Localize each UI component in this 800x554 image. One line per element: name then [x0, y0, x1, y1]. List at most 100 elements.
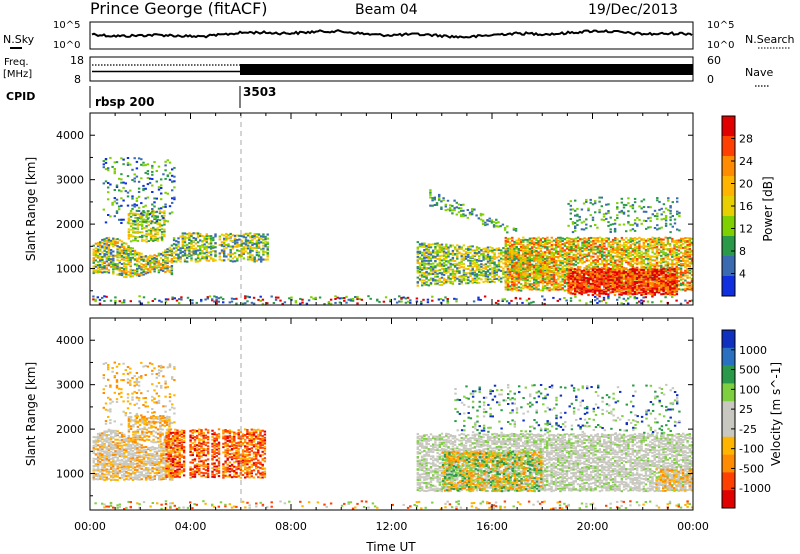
- echo-cell: [146, 261, 150, 264]
- echo-cell: [519, 273, 523, 276]
- echo-cell: [607, 295, 610, 298]
- echo-cell: [423, 249, 426, 251]
- echo-cell: [647, 286, 650, 289]
- echo-cell: [434, 266, 437, 269]
- echo-cell: [690, 285, 693, 288]
- echo-cell: [491, 279, 494, 282]
- echo-cell: [447, 278, 450, 280]
- echo-cell: [131, 204, 134, 207]
- nave-filled-block: [240, 64, 693, 75]
- echo-cell: [495, 248, 498, 251]
- echo-cell: [591, 275, 595, 278]
- echo-cell: [462, 269, 466, 272]
- echo-cell: [404, 297, 408, 300]
- echo-cell: [183, 254, 187, 257]
- echo-cell: [107, 191, 110, 194]
- echo-cell: [633, 274, 637, 277]
- echo-cell: [134, 227, 137, 230]
- echo-cell: [499, 225, 502, 228]
- echo-cell: [581, 261, 584, 264]
- echo-cell: [530, 237, 534, 240]
- echo-cell: [593, 290, 597, 293]
- echo-cell: [519, 283, 523, 285]
- echo-cell: [140, 268, 143, 271]
- echo-cell: [664, 283, 668, 286]
- echo-cell: [506, 247, 510, 250]
- echo-cell: [541, 287, 545, 290]
- echo-cell: [199, 249, 202, 252]
- echo-cell: [513, 248, 516, 251]
- echo-cell: [338, 297, 342, 300]
- echo-cell: [513, 247, 516, 250]
- echo-cell: [418, 266, 422, 269]
- echo-cell: [136, 236, 139, 239]
- echo-cell: [686, 240, 689, 243]
- echo-cell: [629, 252, 632, 255]
- echo-cell: [129, 273, 132, 276]
- echo-cell: [124, 182, 127, 185]
- echo-cell: [489, 262, 492, 265]
- echo-cell: [449, 280, 452, 283]
- echo-cell: [618, 289, 621, 292]
- echo-cell: [580, 293, 583, 296]
- echo-cell: [248, 296, 251, 299]
- echo-cell: [682, 246, 685, 249]
- echo-cell: [644, 271, 648, 274]
- echo-cell: [497, 249, 501, 252]
- echo-cell: [541, 237, 545, 240]
- echo-cell: [283, 301, 287, 304]
- echo-cell: [517, 241, 521, 244]
- echo-cell: [207, 255, 211, 258]
- echo-cell: [223, 237, 226, 240]
- echo-cell: [618, 286, 621, 289]
- echo-cell: [473, 258, 477, 261]
- echo-cell: [449, 244, 452, 247]
- echo-cell: [624, 291, 628, 294]
- echo-cell: [122, 218, 125, 221]
- echo-cell: [343, 299, 346, 302]
- echo-cell: [442, 264, 446, 267]
- echo-cell: [343, 297, 346, 299]
- echo-cell: [675, 271, 679, 274]
- echo-cell: [526, 245, 529, 248]
- echo-cell: [142, 220, 145, 223]
- echo-cell: [633, 239, 637, 242]
- echo-cell: [290, 296, 293, 299]
- echo-cell: [664, 248, 667, 251]
- echo-cell: [629, 287, 632, 290]
- echo-cell: [651, 291, 654, 294]
- echo-cell: [535, 268, 538, 271]
- echo-cell: [591, 216, 595, 219]
- echo-cell: [638, 256, 641, 259]
- echo-cell: [616, 238, 619, 241]
- echo-cell: [587, 251, 591, 254]
- echo-cell: [429, 253, 433, 256]
- echo-cell: [206, 296, 209, 299]
- echo-cell: [103, 295, 106, 298]
- echo-cell: [214, 242, 217, 245]
- echo-cell: [103, 268, 106, 271]
- echo-cell: [552, 257, 555, 260]
- echo-cell: [635, 288, 639, 291]
- echo-cell: [445, 248, 448, 250]
- echo-cell: [146, 257, 150, 260]
- echo-cell: [511, 239, 514, 242]
- echo-cell: [511, 268, 514, 271]
- echo-cell: [464, 275, 468, 278]
- echo-cell: [585, 218, 588, 221]
- echo-cell: [504, 280, 507, 283]
- echo-cell: [177, 237, 180, 240]
- echo-cell: [579, 259, 582, 262]
- freq-label-1: Freq.: [4, 57, 29, 68]
- echo-cell: [618, 276, 621, 279]
- echo-cell: [436, 242, 439, 245]
- echo-cell: [642, 289, 645, 292]
- echo-cell: [515, 280, 518, 283]
- echo-cell: [489, 273, 492, 276]
- echo-cell: [113, 170, 116, 173]
- echo-cell: [152, 238, 155, 241]
- echo-cell: [677, 268, 681, 271]
- echo-cell: [587, 248, 591, 251]
- echo-cell: [600, 292, 603, 295]
- echo-cell: [155, 255, 158, 257]
